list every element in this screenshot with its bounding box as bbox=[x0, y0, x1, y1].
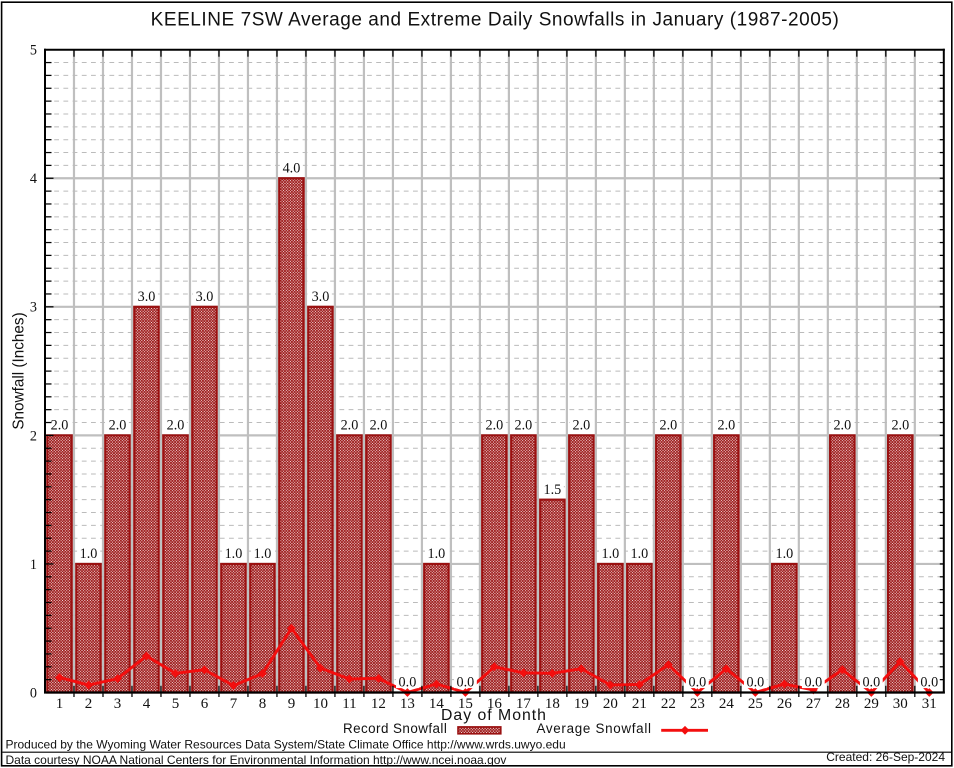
svg-text:8: 8 bbox=[259, 696, 267, 712]
svg-text:3.0: 3.0 bbox=[312, 289, 330, 305]
svg-text:1.0: 1.0 bbox=[602, 546, 620, 562]
svg-text:1.0: 1.0 bbox=[225, 546, 243, 562]
svg-text:2.0: 2.0 bbox=[341, 417, 359, 433]
svg-text:3.0: 3.0 bbox=[138, 289, 156, 305]
svg-text:Snowfall (Inches): Snowfall (Inches) bbox=[11, 312, 28, 429]
svg-text:25: 25 bbox=[748, 696, 763, 712]
svg-text:31: 31 bbox=[922, 696, 937, 712]
svg-text:15: 15 bbox=[458, 696, 473, 712]
svg-text:13: 13 bbox=[400, 696, 415, 712]
svg-text:5: 5 bbox=[172, 696, 180, 712]
svg-text:0.0: 0.0 bbox=[920, 675, 938, 691]
svg-text:0.0: 0.0 bbox=[862, 675, 880, 691]
svg-text:0: 0 bbox=[30, 685, 37, 701]
svg-text:1.0: 1.0 bbox=[428, 546, 446, 562]
svg-text:4: 4 bbox=[30, 171, 37, 187]
svg-text:10: 10 bbox=[313, 696, 328, 712]
svg-text:29: 29 bbox=[864, 696, 879, 712]
svg-text:3: 3 bbox=[30, 300, 37, 316]
svg-text:1.5: 1.5 bbox=[544, 482, 562, 498]
svg-text:1.0: 1.0 bbox=[80, 546, 98, 562]
svg-text:1.0: 1.0 bbox=[775, 546, 793, 562]
svg-text:4: 4 bbox=[143, 696, 151, 712]
svg-text:1.0: 1.0 bbox=[631, 546, 649, 562]
svg-text:2.0: 2.0 bbox=[51, 417, 69, 433]
svg-text:2.0: 2.0 bbox=[515, 417, 533, 433]
svg-text:2: 2 bbox=[85, 696, 93, 712]
svg-text:23: 23 bbox=[690, 696, 705, 712]
svg-text:3.0: 3.0 bbox=[196, 289, 214, 305]
svg-text:9: 9 bbox=[288, 696, 296, 712]
svg-text:Average Snowfall: Average Snowfall bbox=[537, 721, 652, 736]
svg-text:6: 6 bbox=[201, 696, 209, 712]
svg-text:KEELINE 7SW Average and Extrem: KEELINE 7SW Average and Extreme Daily Sn… bbox=[151, 9, 840, 30]
svg-text:2.0: 2.0 bbox=[573, 417, 591, 433]
svg-text:2.0: 2.0 bbox=[659, 417, 677, 433]
svg-text:4.0: 4.0 bbox=[283, 160, 301, 176]
svg-text:1.0: 1.0 bbox=[254, 546, 272, 562]
svg-text:24: 24 bbox=[719, 696, 735, 712]
svg-text:5: 5 bbox=[30, 43, 37, 59]
svg-text:2.0: 2.0 bbox=[833, 417, 851, 433]
svg-text:2.0: 2.0 bbox=[891, 417, 909, 433]
svg-text:22: 22 bbox=[661, 696, 676, 712]
svg-text:0.0: 0.0 bbox=[399, 675, 417, 691]
svg-text:2.0: 2.0 bbox=[167, 417, 185, 433]
svg-text:14: 14 bbox=[429, 696, 445, 712]
svg-text:26: 26 bbox=[777, 696, 793, 712]
svg-text:17: 17 bbox=[516, 696, 532, 712]
svg-text:16: 16 bbox=[487, 696, 503, 712]
svg-text:2: 2 bbox=[30, 428, 37, 444]
svg-text:Data courtesy NOAA National Ce: Data courtesy NOAA National Centers for … bbox=[6, 753, 507, 767]
svg-text:Record Snowfall: Record Snowfall bbox=[343, 721, 447, 736]
svg-text:1: 1 bbox=[56, 696, 64, 712]
svg-text:Produced by the Wyoming Water: Produced by the Wyoming Water Resources … bbox=[6, 738, 566, 752]
svg-text:0.0: 0.0 bbox=[746, 675, 764, 691]
svg-text:1: 1 bbox=[30, 557, 37, 573]
svg-text:30: 30 bbox=[893, 696, 908, 712]
svg-text:7: 7 bbox=[230, 696, 238, 712]
svg-text:28: 28 bbox=[835, 696, 850, 712]
svg-text:19: 19 bbox=[574, 696, 589, 712]
svg-text:20: 20 bbox=[603, 696, 618, 712]
svg-text:2.0: 2.0 bbox=[370, 417, 388, 433]
svg-text:2.0: 2.0 bbox=[486, 417, 504, 433]
svg-text:3: 3 bbox=[114, 696, 122, 712]
svg-text:Created: 26-Sep-2024: Created: 26-Sep-2024 bbox=[826, 750, 945, 764]
svg-text:21: 21 bbox=[632, 696, 647, 712]
svg-text:0.0: 0.0 bbox=[457, 675, 475, 691]
svg-text:Day of Month: Day of Month bbox=[441, 707, 547, 724]
svg-text:0.0: 0.0 bbox=[804, 675, 822, 691]
svg-text:2.0: 2.0 bbox=[717, 417, 735, 433]
svg-text:11: 11 bbox=[342, 696, 356, 712]
svg-text:12: 12 bbox=[371, 696, 386, 712]
svg-text:18: 18 bbox=[545, 696, 560, 712]
svg-text:0.0: 0.0 bbox=[688, 675, 706, 691]
svg-text:27: 27 bbox=[806, 696, 822, 712]
svg-text:2.0: 2.0 bbox=[109, 417, 127, 433]
